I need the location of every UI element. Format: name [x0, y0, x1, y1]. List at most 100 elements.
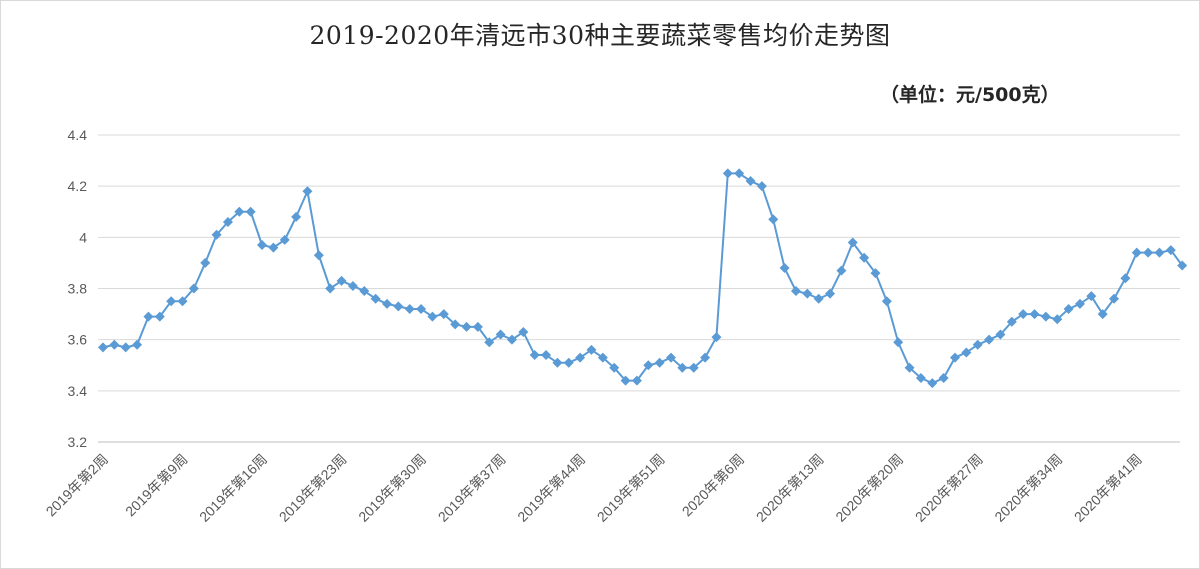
x-axis-tick-labels: 2019年第2周 2019年第9周 2019年第16周 2019年第23周 2019年第…	[43, 451, 1145, 525]
data-point-markers	[98, 168, 1188, 389]
y-tick-label: 3.6	[68, 332, 88, 348]
data-point-marker	[984, 334, 995, 345]
data-point-marker	[98, 342, 108, 353]
x-tick-label: 2020年第41周	[1071, 451, 1145, 525]
data-point-marker	[666, 352, 676, 363]
x-tick-label: 2020年第20周	[832, 451, 906, 525]
data-point-marker	[734, 168, 745, 179]
x-tick-label: 2019年第30周	[355, 451, 429, 525]
data-point-marker	[1097, 309, 1108, 320]
data-point-marker	[768, 214, 779, 225]
data-point-marker	[1086, 291, 1097, 302]
data-point-marker	[302, 186, 313, 197]
data-point-marker	[995, 329, 1006, 340]
data-point-marker	[268, 242, 279, 253]
data-point-marker	[961, 347, 972, 358]
y-tick-label: 4	[79, 229, 87, 245]
data-point-marker	[609, 362, 620, 373]
data-point-marker	[1120, 273, 1131, 284]
data-point-marker	[143, 311, 154, 322]
data-point-marker	[779, 263, 790, 274]
data-point-marker	[518, 326, 529, 337]
series-line	[102, 172, 1184, 385]
x-tick-label: 2019年第2周	[43, 451, 112, 520]
data-point-marker	[495, 329, 506, 340]
x-tick-label: 2019年第16周	[196, 451, 270, 525]
data-point-marker	[643, 360, 654, 371]
chart-unit-label: （单位：元/500克）	[880, 84, 1060, 106]
data-point-marker	[200, 257, 211, 268]
data-point-marker	[1165, 245, 1176, 256]
data-point-marker	[575, 352, 586, 363]
data-point-marker	[1074, 298, 1085, 309]
data-point-marker	[745, 176, 756, 187]
data-point-marker	[1029, 309, 1040, 320]
data-point-marker	[472, 321, 483, 332]
data-point-marker	[870, 268, 881, 279]
data-point-marker	[1154, 247, 1165, 258]
data-point-marker	[654, 357, 665, 368]
x-tick-label: 2019年第44周	[514, 451, 588, 525]
data-point-marker	[234, 206, 245, 217]
data-point-marker	[859, 252, 870, 263]
data-point-marker	[631, 375, 642, 386]
x-tick-label: 2020年第27周	[912, 451, 986, 525]
data-point-marker	[938, 373, 949, 384]
data-point-marker	[245, 206, 256, 217]
chart-title: 2019-2020年清远市30种主要蔬菜零售均价走势图	[309, 21, 891, 50]
data-point-marker	[620, 375, 631, 386]
data-point-marker	[927, 378, 938, 389]
data-point-marker	[802, 288, 813, 299]
data-point-marker	[1143, 247, 1154, 258]
data-point-marker	[382, 298, 392, 309]
data-point-marker	[836, 265, 847, 276]
data-point-marker	[1052, 314, 1063, 325]
data-point-marker	[461, 321, 472, 332]
data-point-marker	[336, 275, 347, 286]
data-point-marker	[279, 234, 290, 245]
data-point-marker	[484, 337, 495, 348]
data-point-marker	[700, 352, 711, 363]
data-point-marker	[154, 311, 165, 322]
data-point-marker	[166, 296, 177, 307]
data-point-marker	[359, 286, 370, 297]
data-point-marker	[222, 216, 233, 227]
y-tick-label: 3.2	[68, 434, 88, 450]
data-point-marker	[529, 350, 540, 361]
data-point-marker	[722, 168, 733, 179]
data-point-marker	[893, 337, 904, 348]
data-point-marker	[904, 362, 915, 373]
data-point-marker	[825, 288, 836, 299]
data-point-marker	[325, 283, 336, 294]
data-point-marker	[291, 211, 302, 222]
data-point-marker	[257, 240, 268, 251]
x-tick-label: 2020年第13周	[753, 451, 827, 525]
data-point-marker	[950, 352, 960, 363]
x-tick-label: 2019年第37周	[435, 451, 509, 525]
y-axis-tick-labels: 3.2 3.4 3.6 3.8 4 4.2 4.4	[68, 127, 88, 450]
data-point-marker	[393, 301, 404, 312]
data-point-marker	[972, 339, 983, 350]
y-tick-label: 3.8	[68, 281, 88, 297]
data-point-marker	[915, 373, 926, 384]
data-point-marker	[132, 339, 143, 350]
data-point-marker	[109, 339, 120, 350]
data-point-marker	[813, 293, 824, 304]
data-point-marker	[211, 229, 222, 240]
y-tick-label: 3.4	[68, 383, 88, 399]
data-point-marker	[711, 332, 722, 343]
data-point-marker	[370, 293, 381, 304]
data-point-marker	[506, 334, 517, 345]
data-point-marker	[563, 357, 574, 368]
data-point-marker	[688, 362, 699, 373]
data-point-marker	[188, 283, 199, 294]
x-tick-label: 2019年第23周	[276, 451, 350, 525]
data-point-marker	[347, 280, 358, 291]
data-point-marker	[756, 181, 767, 192]
data-point-marker	[1109, 293, 1120, 304]
data-point-marker	[1040, 311, 1051, 322]
y-tick-label: 4.2	[68, 178, 88, 194]
data-point-marker	[586, 344, 597, 355]
